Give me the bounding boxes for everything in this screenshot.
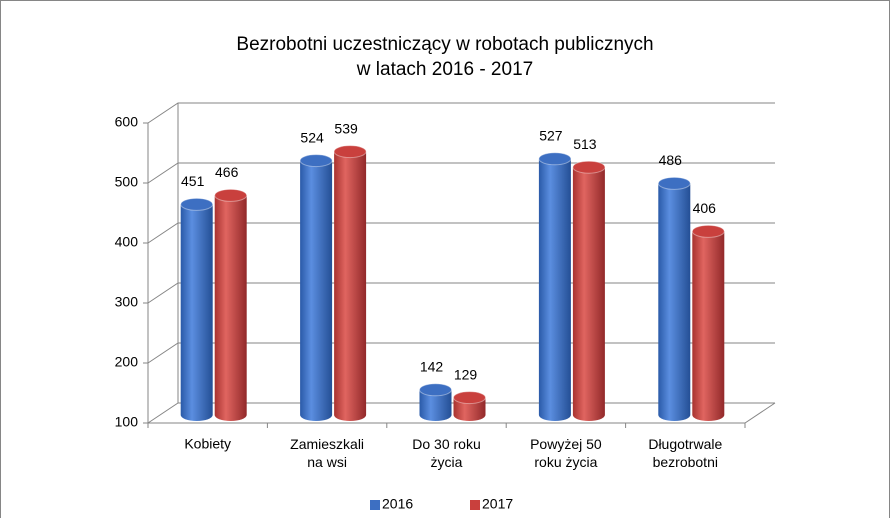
bar [419, 389, 452, 422]
y-tick-label: 600 [115, 114, 139, 130]
bar-top [572, 160, 606, 174]
chart-title: Bezrobotni uczestniczący w robotach publ… [236, 34, 653, 80]
bar-top [538, 152, 572, 166]
bar-top [453, 391, 486, 405]
bar-top [657, 176, 691, 190]
bar [180, 204, 213, 422]
bar [658, 183, 691, 422]
x-tick-label: Zamieszkali na wsi [290, 436, 364, 470]
bar-top [419, 383, 452, 397]
legend-swatch [470, 500, 480, 510]
value-label: 513 [573, 136, 597, 152]
bar [692, 231, 725, 422]
legend-label: 2017 [482, 496, 513, 512]
value-label: 524 [300, 129, 324, 145]
bar-top [333, 145, 367, 159]
y-tick-label: 500 [115, 174, 139, 190]
y-tick-label: 100 [115, 414, 139, 430]
value-label: 539 [334, 120, 358, 136]
bar [453, 397, 486, 422]
value-label: 142 [420, 359, 444, 375]
x-tick-label: Kobiety [184, 436, 231, 452]
bar-top [691, 224, 725, 238]
legend-label: 2016 [382, 496, 413, 512]
x-tick-label: Powyżej 50 roku życia [530, 436, 602, 470]
value-label: 451 [181, 173, 205, 189]
bar [214, 195, 247, 422]
x-tick-label: Do 30 roku życia [412, 436, 480, 470]
x-tick-label: Długotrwale bezrobotni [648, 436, 722, 470]
bar [300, 160, 333, 422]
value-label: 527 [539, 128, 563, 144]
value-label: 486 [659, 152, 683, 168]
legend-swatch [370, 500, 380, 510]
value-label: 466 [215, 164, 239, 180]
bar [572, 167, 605, 422]
bar [538, 158, 571, 422]
y-tick-label: 200 [115, 354, 139, 370]
bar-top [299, 154, 333, 168]
y-tick-label: 400 [115, 234, 139, 250]
y-tick-label: 300 [115, 294, 139, 310]
value-label: 406 [693, 200, 717, 216]
bar-top [180, 197, 214, 211]
bar [334, 151, 367, 422]
bar-top [214, 188, 248, 202]
value-label: 129 [454, 366, 478, 382]
